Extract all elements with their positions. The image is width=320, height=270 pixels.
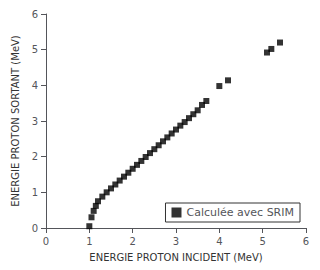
svg-text:ENERGIE PROTON SORTANT (MeV): ENERGIE PROTON SORTANT (MeV) <box>10 35 21 207</box>
svg-text:4: 4 <box>216 236 222 247</box>
svg-text:6: 6 <box>32 9 38 20</box>
svg-text:3: 3 <box>32 116 38 127</box>
svg-text:4: 4 <box>32 80 38 91</box>
svg-text:ENERGIE PROTON INCIDENT (MeV): ENERGIE PROTON INCIDENT (MeV) <box>89 252 262 263</box>
svg-text:0: 0 <box>32 223 38 234</box>
svg-text:1: 1 <box>86 236 92 247</box>
svg-text:1: 1 <box>32 187 38 198</box>
svg-text:3: 3 <box>173 236 179 247</box>
svg-text:2: 2 <box>32 151 38 162</box>
svg-text:0: 0 <box>43 236 49 247</box>
svg-text:6: 6 <box>303 236 309 247</box>
svg-text:5: 5 <box>32 44 38 55</box>
svg-text:Calculée avec SRIM: Calculée avec SRIM <box>186 206 294 219</box>
svg-text:2: 2 <box>129 236 135 247</box>
svg-text:5: 5 <box>259 236 265 247</box>
